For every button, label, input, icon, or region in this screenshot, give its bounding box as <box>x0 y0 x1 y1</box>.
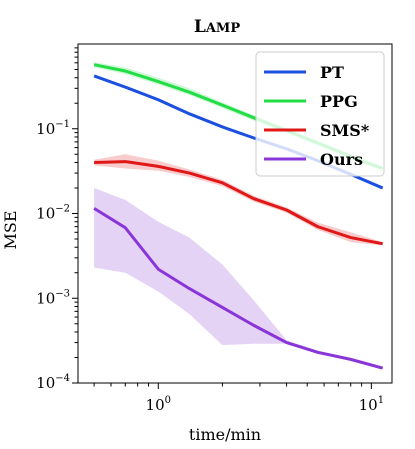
y-tick-exponent: −1 <box>55 119 70 130</box>
y-tick-label: 10−3 <box>36 288 70 307</box>
x-tick-base: 10 <box>146 396 165 414</box>
x-axis-label: time/min <box>189 425 261 444</box>
line-ours <box>93 207 384 370</box>
y-tick-base: 10 <box>36 374 55 392</box>
x-tick-base: 10 <box>359 396 378 414</box>
y-tick-exponent: −4 <box>55 373 70 384</box>
x-tick-label: 100 <box>146 395 171 414</box>
y-tick-label: 10−2 <box>36 204 70 223</box>
legend-label-pt: PT <box>320 63 344 82</box>
y-tick-label: 10−1 <box>36 119 70 138</box>
y-tick-base: 10 <box>36 289 55 307</box>
y-axis-label: MSE <box>1 210 20 249</box>
x-tick-exponent: 1 <box>378 395 384 406</box>
y-tick-exponent: −3 <box>55 288 70 299</box>
legend-label-sms: SMS* <box>320 121 370 140</box>
legend-label-ours: Ours <box>320 150 363 169</box>
chart-title-initial: L <box>194 17 206 37</box>
y-tick-label: 10−4 <box>36 373 70 392</box>
chart-title-rest: AMP <box>205 21 240 36</box>
chart-title: LAMP <box>194 17 240 37</box>
y-tick-base: 10 <box>36 205 55 223</box>
band-ours <box>94 187 383 369</box>
y-tick-exponent: −2 <box>55 204 70 215</box>
legend-box <box>255 51 385 177</box>
legend: PT PPG SMS* Ours <box>255 51 385 177</box>
legend-label-ppg: PPG <box>320 92 358 111</box>
x-tick-label: 101 <box>359 395 384 414</box>
line-sms <box>94 160 383 246</box>
x-tick-exponent: 0 <box>165 395 171 406</box>
y-tick-base: 10 <box>36 120 55 138</box>
